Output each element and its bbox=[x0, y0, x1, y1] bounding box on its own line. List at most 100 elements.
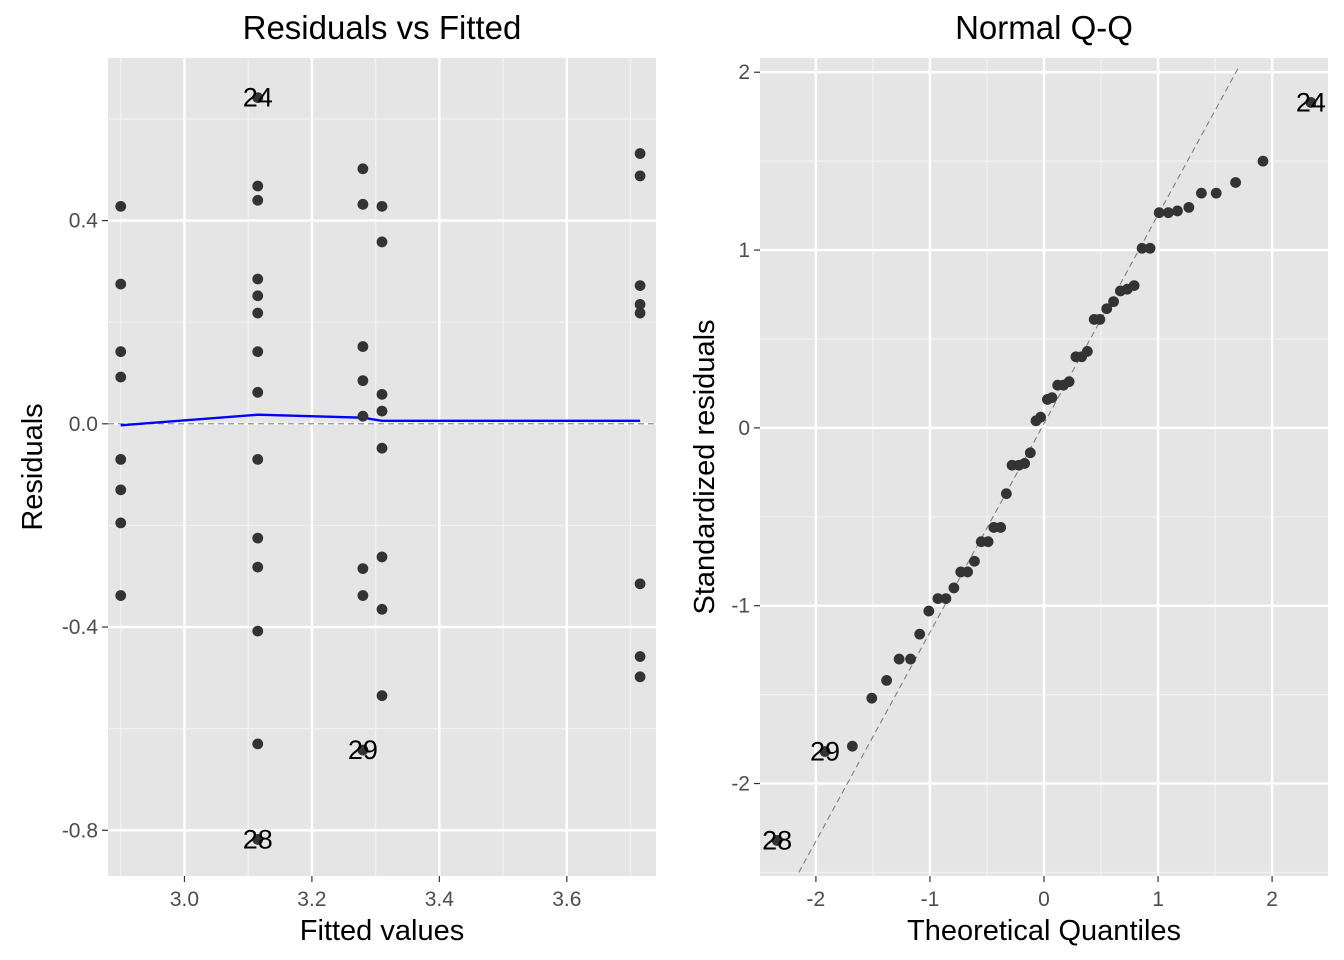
data-point bbox=[1183, 201, 1195, 213]
data-point bbox=[1094, 314, 1106, 325]
point-label: 24 bbox=[243, 83, 273, 113]
data-point bbox=[376, 405, 388, 417]
data-point bbox=[115, 517, 127, 529]
data-point bbox=[866, 692, 878, 704]
data-point bbox=[1081, 346, 1093, 357]
data-point bbox=[634, 280, 646, 292]
x-tick-label: -2 bbox=[807, 888, 826, 911]
data-point bbox=[115, 200, 127, 212]
y-tick-label: 1 bbox=[738, 239, 750, 262]
data-point bbox=[846, 740, 858, 752]
data-point bbox=[115, 278, 127, 290]
data-point bbox=[634, 307, 646, 319]
data-point bbox=[1019, 458, 1031, 469]
data-point bbox=[1195, 187, 1207, 199]
data-point bbox=[634, 148, 646, 159]
data-point bbox=[115, 346, 127, 358]
data-point bbox=[357, 744, 369, 756]
panel-background bbox=[108, 58, 656, 876]
data-point bbox=[634, 578, 646, 590]
data-point bbox=[905, 653, 916, 665]
y-tick-label: -1 bbox=[731, 595, 750, 618]
data-point bbox=[357, 163, 369, 175]
data-point bbox=[357, 590, 369, 601]
data-point bbox=[881, 674, 893, 686]
data-point bbox=[982, 536, 994, 548]
data-point bbox=[932, 593, 944, 604]
data-point bbox=[376, 690, 388, 702]
x-tick-label: 3.6 bbox=[552, 888, 581, 911]
data-point bbox=[357, 375, 369, 387]
data-point bbox=[1063, 376, 1075, 388]
data-point bbox=[1305, 97, 1317, 108]
point-label: 29 bbox=[348, 735, 378, 765]
y-tick-label: 0.4 bbox=[69, 210, 99, 233]
chart-title: Normal Q-Q bbox=[955, 9, 1133, 46]
data-point bbox=[962, 566, 973, 578]
data-point bbox=[914, 628, 926, 640]
data-point bbox=[1035, 411, 1046, 423]
data-point bbox=[1230, 177, 1242, 188]
x-axis-title: Theoretical Quantiles bbox=[907, 915, 1181, 947]
y-axis-title: Standardized residuals bbox=[689, 319, 721, 614]
data-point bbox=[376, 603, 388, 615]
point-label: 28 bbox=[762, 825, 792, 855]
data-point bbox=[893, 653, 905, 665]
data-point bbox=[1136, 242, 1148, 254]
data-point bbox=[940, 593, 952, 604]
data-point bbox=[252, 625, 264, 637]
data-point bbox=[357, 563, 369, 575]
y-tick-label: -0.4 bbox=[62, 616, 99, 639]
point-label: 28 bbox=[243, 824, 273, 854]
y-tick-label: -2 bbox=[731, 773, 750, 796]
residuals-vs-fitted-chart: Residuals vs Fitted 24 29 28 3.0 3.2 3.4 3.6 -… bbox=[17, 9, 656, 947]
data-point bbox=[252, 453, 264, 465]
data-point bbox=[1144, 242, 1156, 254]
data-point bbox=[252, 194, 264, 206]
data-point bbox=[252, 307, 264, 319]
data-point bbox=[923, 605, 935, 617]
data-point bbox=[252, 386, 264, 398]
data-point bbox=[376, 388, 388, 400]
data-point bbox=[376, 200, 388, 212]
data-point bbox=[1257, 155, 1269, 167]
reference-line bbox=[798, 68, 1239, 873]
data-point bbox=[252, 92, 264, 104]
data-point bbox=[1162, 207, 1174, 219]
y-tick-label: 0.0 bbox=[69, 413, 98, 436]
data-point bbox=[1153, 207, 1165, 219]
data-point bbox=[1172, 205, 1183, 217]
point-label: 24 bbox=[1296, 87, 1326, 117]
data-point bbox=[115, 371, 127, 383]
data-point bbox=[252, 290, 264, 302]
data-point bbox=[1046, 392, 1058, 404]
x-tick-label: 0 bbox=[1038, 888, 1050, 911]
x-tick-label: -1 bbox=[921, 888, 940, 911]
data-point bbox=[1000, 488, 1012, 500]
data-point bbox=[115, 484, 127, 496]
data-point bbox=[634, 651, 646, 662]
data-point bbox=[115, 453, 127, 465]
y-tick-label: 2 bbox=[738, 61, 750, 84]
x-tick-label: 3.2 bbox=[297, 888, 326, 911]
x-tick-label: 3.4 bbox=[425, 888, 455, 911]
data-point bbox=[115, 590, 127, 601]
y-tick-label: -0.8 bbox=[62, 819, 98, 842]
data-point bbox=[376, 236, 388, 248]
data-point bbox=[357, 341, 369, 352]
data-point bbox=[357, 410, 369, 422]
x-tick-label: 3.0 bbox=[170, 888, 199, 911]
chart-title: Residuals vs Fitted bbox=[243, 9, 522, 46]
data-point bbox=[357, 198, 369, 210]
data-point bbox=[634, 170, 646, 182]
data-point bbox=[1108, 296, 1119, 308]
data-point bbox=[1101, 303, 1113, 315]
data-point bbox=[634, 671, 646, 683]
data-point bbox=[634, 299, 646, 310]
data-point bbox=[252, 180, 264, 192]
x-axis-title: Fitted values bbox=[300, 915, 464, 947]
data-point bbox=[771, 835, 783, 846]
data-point bbox=[1210, 187, 1222, 199]
x-tick-label: 1 bbox=[1152, 888, 1164, 911]
